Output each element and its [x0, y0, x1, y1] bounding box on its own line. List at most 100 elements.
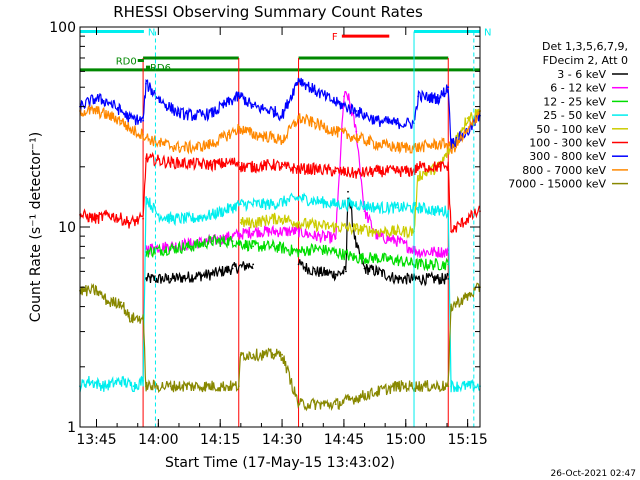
data-point-8-25 [466, 295, 469, 298]
data-point-5-1 [95, 217, 98, 220]
data-point-6-26 [447, 86, 450, 89]
data-point-3-14 [252, 203, 255, 206]
data-point-8-2 [108, 301, 110, 304]
data-point-4-17 [396, 230, 399, 233]
data-point-4-19 [417, 175, 419, 177]
annotation-label-2: F [332, 32, 338, 43]
data-point-8-3 [120, 301, 123, 304]
x-tick-label-2: 14:15 [200, 432, 240, 448]
data-point-8-16 [314, 403, 316, 406]
data-point-3-12 [237, 203, 240, 206]
data-point-7-1 [95, 110, 98, 112]
data-point-3-13 [239, 203, 242, 206]
legend: Det 1,3,5,6,7,9,FDecim 2, Att 03 - 6 keV… [508, 40, 628, 191]
data-point-5-7 [169, 161, 172, 164]
data-point-7-15 [272, 136, 275, 139]
data-point-4-13 [314, 224, 316, 227]
data-point-7-17 [297, 117, 300, 120]
data-point-5-15 [297, 168, 300, 170]
data-point-3-21 [396, 206, 399, 209]
data-point-7-6 [145, 136, 147, 139]
data-point-3-15 [272, 203, 275, 206]
data-point-7-19 [334, 130, 337, 133]
data-point-6-6 [145, 82, 147, 85]
data-point-4-22 [466, 117, 469, 120]
data-point-8-6 [145, 385, 147, 388]
data-point-4-16 [376, 230, 378, 233]
data-point-0-18 [417, 278, 419, 280]
data-point-6-10 [211, 112, 213, 115]
series-layer [79, 77, 481, 412]
x-tick-label-3: 14:30 [262, 432, 302, 448]
data-point-7-28 [466, 130, 469, 133]
data-point-3-26 [466, 385, 469, 388]
chart-title: RHESSI Observing Summary Count Rates [113, 3, 423, 21]
data-point-3-19 [355, 203, 358, 206]
data-point-5-14 [281, 165, 283, 168]
data-point-7-11 [227, 133, 230, 136]
data-point-4-10 [272, 217, 275, 220]
data-point-0-7 [252, 263, 255, 266]
data-point-6-15 [272, 110, 275, 112]
plot-frame [79, 26, 481, 428]
data-point-6-5 [142, 119, 145, 122]
data-point-3-18 [334, 203, 337, 206]
series-8 [79, 282, 481, 412]
data-point-7-5 [142, 133, 145, 136]
data-point-6-11 [227, 101, 230, 104]
data-point-1-5 [231, 235, 234, 238]
data-point-1-13 [355, 130, 358, 133]
data-point-5-13 [272, 163, 275, 166]
data-point-3-2 [103, 385, 106, 388]
data-point-0-14 [355, 245, 358, 248]
data-point-7-10 [211, 143, 213, 145]
data-point-7-27 [450, 150, 452, 152]
data-point-6-18 [314, 89, 316, 92]
data-point-8-23 [447, 385, 450, 388]
y-tick-label-0: 1 [67, 420, 76, 436]
legend-label-4: 50 - 100 keV [536, 123, 606, 136]
data-point-2-10 [314, 247, 316, 250]
data-point-8-7 [169, 385, 172, 388]
data-point-6-19 [334, 101, 337, 104]
data-point-0-12 [345, 270, 347, 273]
data-point-0-4 [169, 278, 172, 280]
data-point-7-2 [108, 114, 110, 117]
y-tick-label-1: 10 [58, 220, 76, 236]
data-point-5-20 [396, 170, 399, 173]
data-point-8-21 [417, 385, 419, 388]
legend-header-1: FDecim 2, Att 0 [543, 54, 628, 67]
data-point-4-8 [239, 221, 242, 224]
series-3 [79, 192, 481, 393]
data-point-3-4 [132, 385, 135, 388]
data-point-0-5 [211, 273, 213, 276]
data-point-3-24 [447, 210, 450, 213]
series-7 [79, 104, 481, 155]
data-point-3-3 [120, 380, 123, 382]
data-point-5-6 [145, 157, 147, 160]
data-point-3-11 [231, 206, 234, 209]
data-point-7-26 [447, 143, 450, 145]
data-point-0-10 [314, 270, 316, 273]
data-point-8-11 [239, 353, 242, 356]
data-point-0-17 [396, 278, 399, 280]
data-point-3-10 [211, 214, 213, 216]
data-point-5-5 [142, 217, 145, 220]
data-point-5-25 [450, 230, 452, 233]
data-point-7-9 [194, 146, 197, 149]
data-point-8-24 [450, 305, 452, 308]
data-point-6-7 [161, 101, 164, 104]
data-point-2-3 [169, 247, 172, 250]
data-point-8-10 [237, 385, 240, 388]
data-point-5-3 [120, 217, 123, 220]
data-point-0-13 [347, 190, 349, 193]
series-line-5 [79, 151, 480, 234]
data-point-7-20 [355, 136, 358, 139]
data-point-6-20 [355, 110, 358, 112]
data-point-0-6 [231, 267, 234, 270]
data-point-7-12 [237, 127, 240, 130]
data-point-1-17 [417, 251, 419, 253]
footer-timestamp: 26-Oct-2021 02:47 [551, 469, 636, 479]
data-point-0-19 [447, 278, 450, 280]
